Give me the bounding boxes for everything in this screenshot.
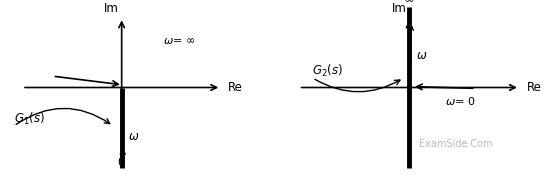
- Text: $\infty$: $\infty$: [404, 0, 415, 5]
- Text: $\omega$: $\omega$: [128, 130, 139, 143]
- Text: Im: Im: [104, 2, 119, 15]
- Text: $\omega$: $\omega$: [416, 50, 427, 62]
- Text: $G_2(s)$: $G_2(s)$: [312, 63, 343, 79]
- Text: Im: Im: [392, 2, 406, 15]
- Text: Re: Re: [228, 81, 243, 94]
- Text: $G_1(s)$: $G_1(s)$: [14, 111, 45, 127]
- Text: Re: Re: [526, 81, 541, 94]
- Text: $\omega$= $\infty$: $\omega$= $\infty$: [163, 36, 195, 46]
- Text: $\omega$= 0: $\omega$= 0: [445, 95, 476, 107]
- Text: 0: 0: [117, 156, 124, 169]
- Text: ExamSide.Com: ExamSide.Com: [420, 139, 493, 149]
